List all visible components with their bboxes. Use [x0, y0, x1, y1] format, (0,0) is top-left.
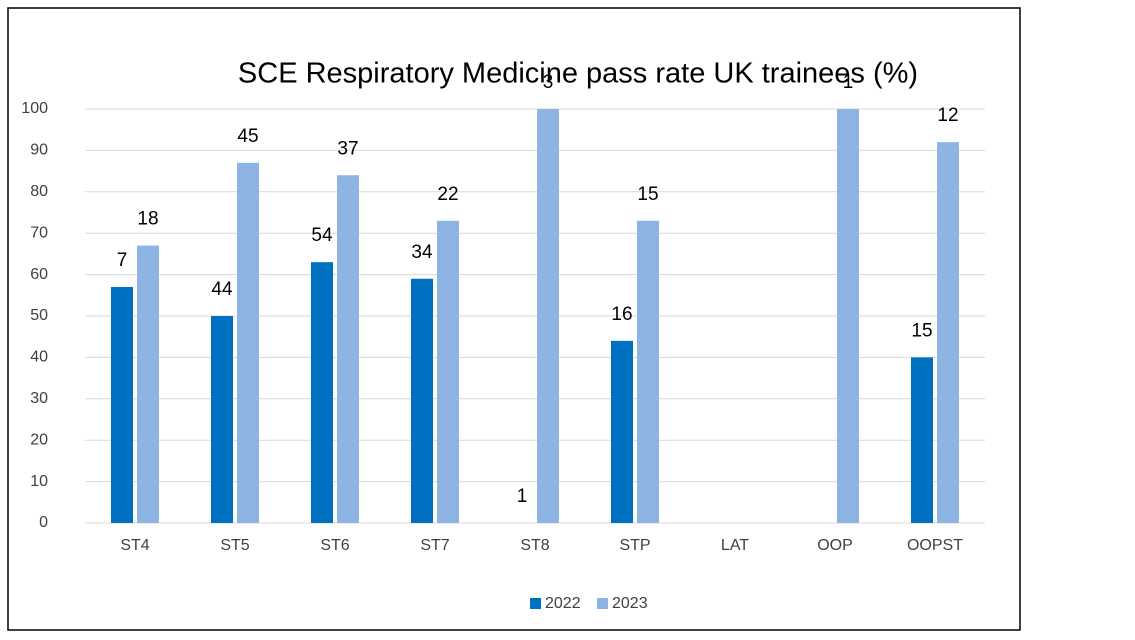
y-tick-label: 70: [30, 224, 48, 241]
data-label: 7: [117, 250, 128, 271]
bar: [337, 175, 359, 524]
data-label: 3: [543, 72, 554, 93]
bar: [611, 340, 633, 523]
data-label: 15: [637, 184, 658, 205]
y-tick-label: 60: [30, 266, 48, 283]
y-tick-label: 0: [39, 514, 48, 531]
data-label: 22: [437, 184, 458, 205]
x-tick-label: OOP: [817, 537, 853, 554]
chart-title: SCE Respiratory Medicine pass rate UK tr…: [238, 58, 918, 90]
y-tick-label: 40: [30, 349, 48, 366]
x-tick-label: ST5: [220, 537, 249, 554]
data-label: 12: [937, 105, 958, 126]
bar: [911, 357, 933, 523]
bar: [637, 220, 659, 523]
data-label: 16: [611, 304, 632, 325]
data-label: 44: [211, 279, 233, 300]
data-label: 1: [517, 486, 528, 507]
legend-swatch: [530, 598, 541, 609]
x-tick-label: ST6: [320, 537, 349, 554]
x-tick-label: STP: [619, 537, 650, 554]
legend-label: 2023: [612, 595, 648, 612]
data-label: 18: [137, 209, 158, 230]
data-label: 15: [911, 320, 932, 341]
y-tick-label: 50: [30, 307, 48, 324]
bar: [537, 109, 559, 523]
x-tick-label: OOPST: [907, 537, 963, 554]
data-label: 34: [411, 242, 433, 263]
bar: [111, 287, 133, 523]
x-tick-label: ST4: [120, 537, 149, 554]
bar: [937, 142, 959, 523]
bar: [837, 109, 859, 523]
y-tick-label: 80: [30, 183, 48, 200]
data-label: 37: [337, 138, 358, 159]
x-tick-label: ST8: [520, 537, 549, 554]
legend-swatch: [597, 598, 608, 609]
bar: [437, 220, 459, 523]
data-label: 54: [311, 225, 333, 246]
chart-border: [7, 7, 1021, 631]
bar: [211, 316, 233, 523]
y-tick-label: 30: [30, 390, 48, 407]
data-label: 1: [843, 72, 854, 93]
y-tick-label: 90: [30, 142, 48, 159]
bar: [411, 278, 433, 523]
y-tick-label: 20: [30, 431, 48, 448]
bar: [137, 245, 159, 523]
bar: [237, 162, 259, 523]
x-tick-label: ST7: [420, 537, 449, 554]
legend-label: 2022: [545, 595, 581, 612]
data-label: 45: [237, 126, 258, 147]
x-tick-label: LAT: [721, 537, 749, 554]
bar: [311, 262, 333, 523]
y-tick-label: 10: [30, 473, 48, 490]
y-tick-label: 100: [21, 100, 48, 117]
